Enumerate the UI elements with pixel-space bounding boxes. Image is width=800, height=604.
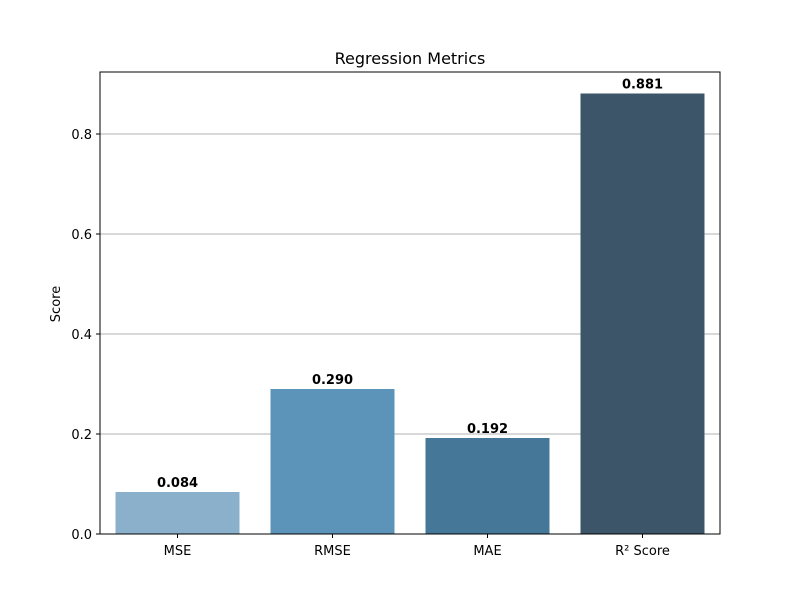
- bar-value-label: 0.881: [622, 78, 663, 93]
- plot-frame: [99, 71, 721, 535]
- x-axis-ticks: MSE RMSE MAE R² Score: [164, 534, 670, 559]
- data-labels: 0.084 0.290 0.192 0.881: [157, 78, 663, 492]
- y-tick-label: 0.0: [71, 528, 92, 543]
- y-tick-label: 0.2: [71, 428, 92, 443]
- x-tick-label: MSE: [164, 544, 192, 559]
- bar-value-label: 0.192: [467, 422, 508, 437]
- bar-value-label: 0.290: [312, 373, 353, 388]
- bar: [580, 93, 705, 534]
- x-tick-label: MAE: [473, 544, 501, 559]
- y-tick-label: 0.6: [71, 228, 92, 243]
- bar-value-label: 0.084: [157, 476, 198, 491]
- bar: [115, 492, 240, 534]
- x-tick-label: R² Score: [615, 544, 670, 559]
- y-tick-label: 0.8: [71, 128, 92, 143]
- chart-title: Regression Metrics: [335, 49, 486, 68]
- x-tick-label: RMSE: [314, 544, 351, 559]
- y-axis-ticks: 0.0 0.2 0.4 0.6 0.8: [71, 128, 100, 543]
- bar: [270, 389, 395, 534]
- y-tick-label: 0.4: [71, 328, 92, 343]
- bar: [425, 438, 550, 534]
- y-axis-label: Score: [49, 286, 64, 322]
- bars: [115, 93, 705, 534]
